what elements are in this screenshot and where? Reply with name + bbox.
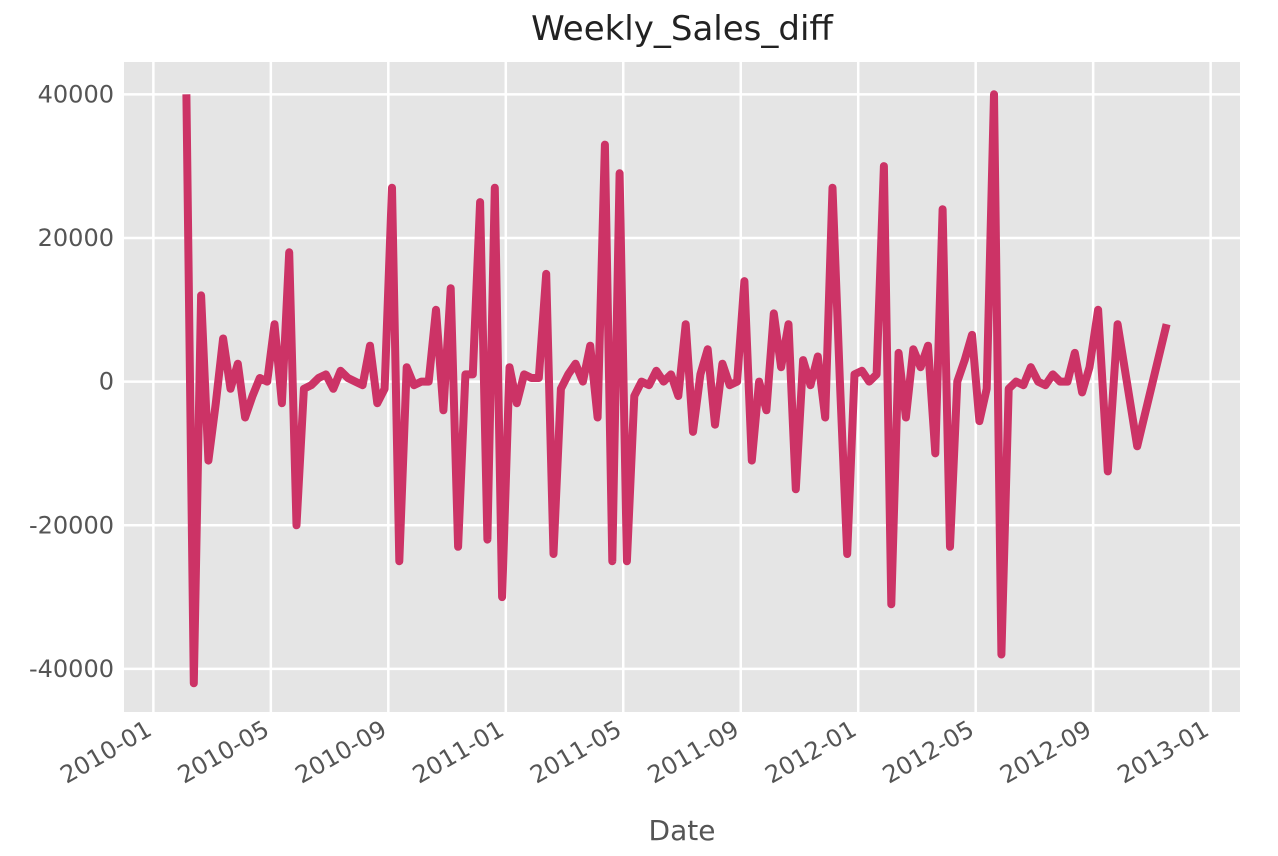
x-tick-label: 2011-01 [408,715,509,789]
x-tick-label: 2011-05 [525,715,626,789]
x-tick-label: 2012-01 [760,715,861,789]
x-tick-label: 2010-01 [56,715,157,789]
x-tick-label: 2012-09 [995,715,1096,789]
x-tick-label: 2010-09 [290,715,391,789]
y-tick-label: 0 [99,368,114,396]
y-tick-label: 20000 [38,224,114,252]
y-tick-label: -20000 [29,511,114,539]
x-tick-label: 2012-05 [878,715,979,789]
y-tick-label: -40000 [29,655,114,683]
chart-title: Weekly_Sales_diff [531,9,834,49]
x-tick-label: 2011-09 [643,715,744,789]
y-tick-label: 40000 [38,80,114,108]
data-line [182,90,1171,688]
x-axis-label: Date [649,814,716,847]
x-tick-label: 2013-01 [1113,715,1214,789]
x-tick-label: 2010-05 [173,715,274,789]
